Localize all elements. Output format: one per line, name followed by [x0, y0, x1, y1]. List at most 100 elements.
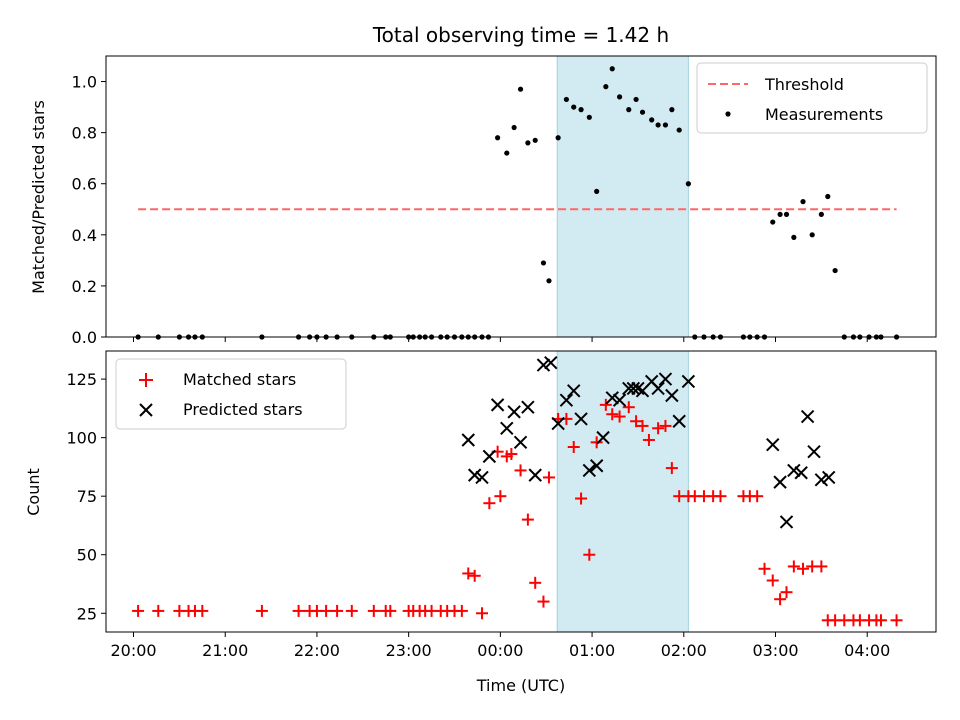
- legend-measurements-label: Measurements: [765, 105, 883, 124]
- top-panel: 0.0 0.2 0.4 0.6 0.8 1.0 Matched/Predicted sta…: [29, 55, 937, 347]
- bottom-legend: Matched stars Predicted stars: [115, 358, 347, 430]
- bottom-y-axis-label: Count: [24, 468, 43, 516]
- matched-star-point: [787, 560, 800, 573]
- x-tick-label: 02:00: [661, 641, 707, 660]
- bottom-y-tick-label: 100: [66, 429, 97, 448]
- predicted-star-point: [596, 430, 610, 445]
- predicted-star-point: [681, 374, 696, 389]
- predicted-star-point: [665, 388, 679, 403]
- x-tick-label: 20:00: [110, 641, 156, 660]
- x-tick-label: 04:00: [844, 641, 890, 660]
- x-tick-label: 00:00: [477, 641, 523, 660]
- matched-star-point: [599, 398, 612, 411]
- predicted-star-point: [507, 405, 521, 419]
- matched-star-point: [567, 441, 580, 454]
- measurement-point: [594, 188, 600, 194]
- predicted-star-point: [814, 473, 829, 487]
- predicted-star-point: [773, 475, 787, 489]
- matched-star-point: [665, 462, 678, 475]
- matched-star-point: [613, 410, 626, 423]
- matched-star-point: [494, 490, 507, 503]
- matched-star-point: [331, 604, 344, 617]
- top-y-tick-label: 0.0: [72, 328, 97, 347]
- matched-star-point: [751, 490, 764, 503]
- measurement-point: [571, 104, 577, 110]
- matched-star-point: [132, 604, 145, 617]
- predicted-star-point: [528, 468, 542, 482]
- matched-star-point: [758, 562, 771, 575]
- matched-star-point: [384, 604, 397, 617]
- measurement-point: [586, 114, 592, 120]
- measurement-point: [511, 124, 517, 131]
- matched-star-point: [345, 604, 358, 617]
- top-y-tick-label: 0.8: [72, 124, 97, 143]
- chart-title: Total observing time = 1.42 h: [372, 23, 669, 47]
- legend-measurements-swatch: [725, 111, 731, 117]
- predicted-star-point: [612, 393, 627, 407]
- measurement-point: [616, 94, 623, 100]
- x-tick-label: 03:00: [752, 641, 798, 660]
- top-y-tick-label: 1.0: [72, 73, 97, 92]
- predicted-star-point: [544, 356, 558, 370]
- predicted-star-point: [536, 358, 551, 372]
- matched-star-point: [521, 513, 534, 526]
- x-tick-label: 01:00: [569, 641, 615, 660]
- predicted-star-point: [779, 515, 794, 529]
- predicted-star-point: [658, 372, 673, 386]
- matched-star-point: [642, 433, 655, 446]
- measurement-point: [540, 260, 547, 266]
- measurement-point: [777, 211, 783, 217]
- measurement-point: [546, 278, 552, 284]
- predicted-star-point: [800, 409, 815, 424]
- matched-star-point: [780, 586, 793, 599]
- legend-predicted-label: Predicted stars: [183, 400, 303, 419]
- legend-predicted-swatch: [139, 403, 153, 417]
- measurement-point: [633, 96, 639, 103]
- matched-star-point: [636, 419, 649, 432]
- matched-star-point: [622, 401, 635, 414]
- matched-star-point: [196, 604, 209, 617]
- legend-threshold-label: Threshold: [764, 75, 844, 94]
- predicted-star-point: [807, 444, 821, 459]
- predicted-star-point: [821, 470, 836, 485]
- legend-matched-swatch: [139, 373, 153, 387]
- measurement-point: [563, 96, 569, 103]
- matched-star-point: [890, 614, 903, 627]
- measurement-point: [578, 107, 584, 113]
- measurement-point: [609, 66, 615, 72]
- measurement-point: [504, 150, 510, 156]
- predicted-star-point: [551, 416, 565, 431]
- matched-star-point: [590, 436, 603, 449]
- matched-star-point: [537, 595, 550, 608]
- matched-star-point: [652, 422, 665, 435]
- measurement-point: [649, 117, 655, 123]
- top-y-tick-label: 0.2: [72, 277, 97, 296]
- predicted-star-point: [559, 393, 574, 407]
- matched-star-point: [583, 548, 596, 561]
- predicted-star-point: [787, 463, 801, 478]
- measurement-point: [832, 267, 838, 274]
- top-y-tick-label: 0.4: [72, 226, 97, 245]
- measurement-point: [676, 127, 682, 133]
- measurement-point: [603, 84, 609, 90]
- matched-star-point: [874, 614, 887, 627]
- top-legend: Threshold Measurements: [696, 62, 928, 134]
- bottom-y-tick-label: 25: [77, 604, 97, 623]
- matched-star-point: [455, 604, 468, 617]
- top-legend-box: [696, 62, 928, 134]
- matched-star-point: [505, 448, 518, 461]
- matched-star-point: [476, 607, 489, 620]
- matched-star-point: [483, 497, 496, 510]
- measurement-point: [685, 181, 691, 187]
- predicted-star-point: [567, 384, 581, 398]
- predicted-star-point: [467, 468, 482, 482]
- matched-star-point: [514, 464, 527, 477]
- measurement-point: [495, 135, 501, 141]
- top-shaded-region: [556, 55, 689, 338]
- bottom-series: [132, 356, 903, 627]
- measurement-point: [525, 140, 531, 146]
- measurement-point: [555, 135, 561, 141]
- predicted-star-point: [589, 459, 604, 473]
- measurement-point: [655, 122, 661, 128]
- x-tick-label: 21:00: [202, 641, 248, 660]
